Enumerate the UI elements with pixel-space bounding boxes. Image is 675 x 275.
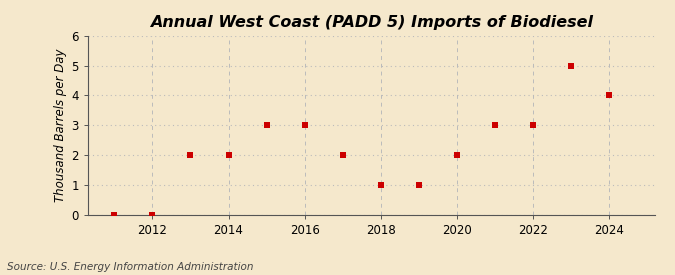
Point bbox=[603, 93, 614, 98]
Point bbox=[338, 153, 348, 157]
Point bbox=[185, 153, 196, 157]
Point bbox=[109, 212, 119, 217]
Title: Annual West Coast (PADD 5) Imports of Biodiesel: Annual West Coast (PADD 5) Imports of Bi… bbox=[150, 15, 593, 31]
Y-axis label: Thousand Barrels per Day: Thousand Barrels per Day bbox=[54, 48, 67, 202]
Text: Source: U.S. Energy Information Administration: Source: U.S. Energy Information Administ… bbox=[7, 262, 253, 272]
Point bbox=[452, 153, 462, 157]
Point bbox=[261, 123, 272, 127]
Point bbox=[375, 183, 386, 187]
Point bbox=[223, 153, 234, 157]
Point bbox=[489, 123, 500, 127]
Point bbox=[147, 212, 158, 217]
Point bbox=[299, 123, 310, 127]
Point bbox=[413, 183, 424, 187]
Point bbox=[528, 123, 539, 127]
Point bbox=[566, 63, 576, 68]
